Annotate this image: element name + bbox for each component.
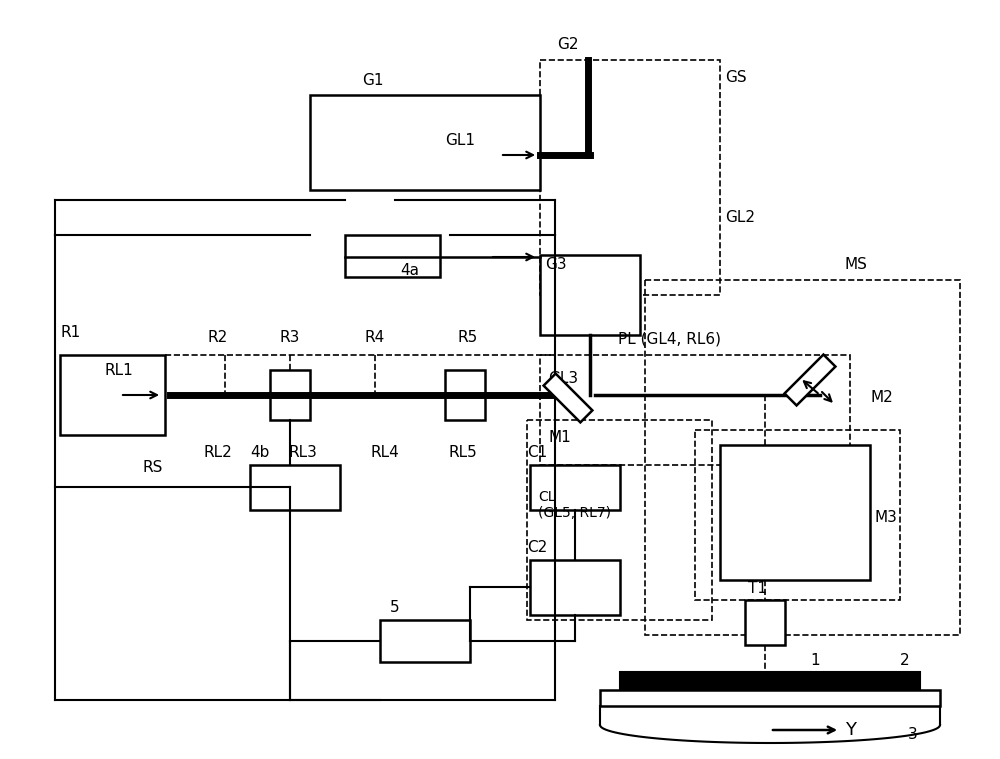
Text: RL4: RL4 <box>370 445 399 460</box>
Text: Y: Y <box>845 721 856 739</box>
Text: R3: R3 <box>280 330 300 345</box>
Bar <box>695 430 900 600</box>
Bar <box>745 600 785 645</box>
Text: 4b: 4b <box>250 445 269 460</box>
Text: GL2: GL2 <box>725 210 755 225</box>
Bar <box>527 420 712 620</box>
Text: C2: C2 <box>527 540 547 555</box>
Text: RL2: RL2 <box>204 445 232 460</box>
Polygon shape <box>785 354 835 405</box>
Text: RS: RS <box>142 460 162 475</box>
Text: 1: 1 <box>810 653 820 668</box>
Text: G1: G1 <box>362 73 384 88</box>
Text: G2: G2 <box>557 37 579 52</box>
Bar <box>620 672 920 690</box>
Text: RL3: RL3 <box>288 445 317 460</box>
Bar <box>445 370 485 420</box>
Text: M2: M2 <box>870 390 893 405</box>
Text: MS: MS <box>845 257 868 272</box>
Text: RL5: RL5 <box>448 445 477 460</box>
Bar <box>530 465 620 510</box>
Bar <box>270 370 310 420</box>
Text: R5: R5 <box>458 330 478 345</box>
Text: 3: 3 <box>908 727 918 742</box>
Text: PL (GL4, RL6): PL (GL4, RL6) <box>618 332 721 347</box>
Bar <box>540 60 720 295</box>
Text: R2: R2 <box>208 330 228 345</box>
Text: RL1: RL1 <box>105 363 134 378</box>
Bar <box>345 235 440 277</box>
Bar <box>60 355 165 435</box>
Text: 5: 5 <box>390 600 400 615</box>
Text: R4: R4 <box>365 330 385 345</box>
Bar <box>645 280 960 635</box>
Bar <box>530 560 620 615</box>
Bar <box>310 95 540 190</box>
Text: GS: GS <box>725 70 747 85</box>
Bar <box>540 355 850 465</box>
Polygon shape <box>544 373 592 423</box>
Text: C1: C1 <box>527 445 547 460</box>
Text: T1: T1 <box>748 581 767 596</box>
Text: M1: M1 <box>548 430 571 445</box>
Bar <box>720 445 870 580</box>
Bar <box>250 465 340 510</box>
Bar <box>600 690 940 706</box>
Text: GL1: GL1 <box>445 133 475 148</box>
Bar <box>380 620 470 662</box>
Text: 2: 2 <box>900 653 910 668</box>
Text: 4a: 4a <box>400 263 419 278</box>
Text: R1: R1 <box>60 325 80 340</box>
Bar <box>540 255 640 335</box>
Text: CL
(GL5, RL7): CL (GL5, RL7) <box>538 490 611 520</box>
Text: GL3: GL3 <box>548 371 578 386</box>
Text: M3: M3 <box>875 511 898 525</box>
Text: G3: G3 <box>545 257 567 272</box>
